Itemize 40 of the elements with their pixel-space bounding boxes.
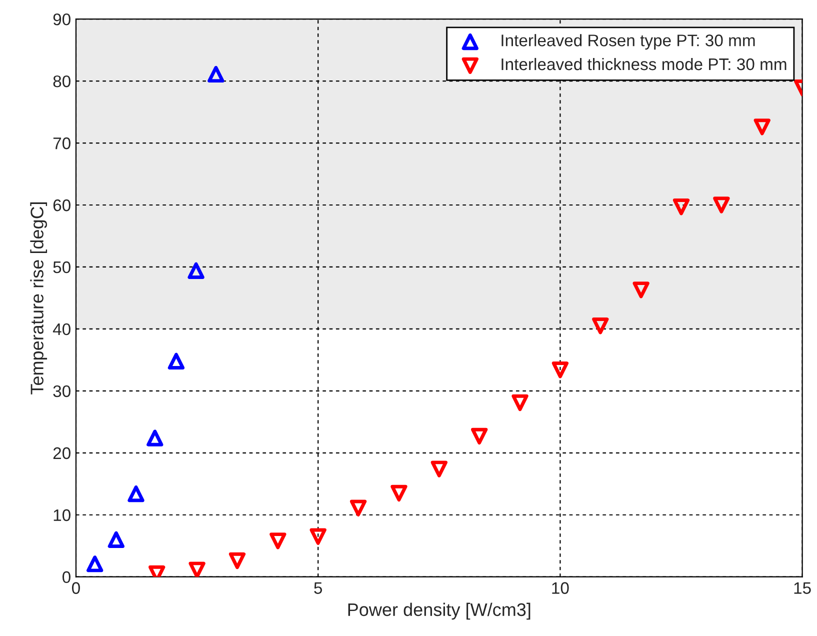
y-tick-label: 60 — [53, 199, 70, 212]
y-tick-label: 50 — [53, 261, 70, 274]
y-tick-label: 20 — [53, 447, 70, 460]
point — [350, 500, 367, 516]
y-tick-label: 0 — [62, 571, 70, 584]
x-axis-title: Power density [W/cm3] — [348, 602, 530, 620]
point — [471, 428, 488, 444]
x-tick-label: 15 — [794, 582, 811, 594]
point — [188, 562, 206, 577]
point — [754, 118, 770, 136]
x-tick-label: 10 — [552, 582, 569, 594]
x-tick-label: 5 — [314, 582, 322, 594]
point — [672, 198, 690, 216]
point — [108, 531, 124, 548]
point — [86, 556, 104, 572]
y-tick-label: 80 — [53, 75, 70, 88]
point — [208, 66, 224, 83]
y-tick-label: 90 — [53, 13, 70, 26]
point — [168, 352, 185, 370]
point — [592, 318, 609, 334]
point — [270, 532, 286, 550]
point — [713, 196, 730, 214]
y-tick-label: 30 — [53, 385, 70, 398]
point — [390, 484, 408, 502]
point — [310, 528, 326, 545]
point — [430, 460, 448, 478]
legend-label: Interleaved Rosen type PT: 30 mm — [502, 34, 755, 50]
point — [128, 485, 144, 502]
y-tick-label: 40 — [52, 323, 70, 336]
point — [512, 394, 528, 412]
point — [188, 262, 204, 280]
point — [632, 282, 650, 298]
point — [146, 430, 164, 446]
x-tick-label: 0 — [72, 582, 80, 594]
legend-label: Interleaved thickness mode PT: 30 mm — [502, 58, 786, 70]
y-axis-title: Temperature rise [degC] — [30, 202, 48, 394]
y-tick-label: 10 — [54, 509, 70, 522]
y-tick-label: 70 — [53, 137, 70, 150]
point — [228, 552, 246, 570]
point — [552, 362, 569, 378]
